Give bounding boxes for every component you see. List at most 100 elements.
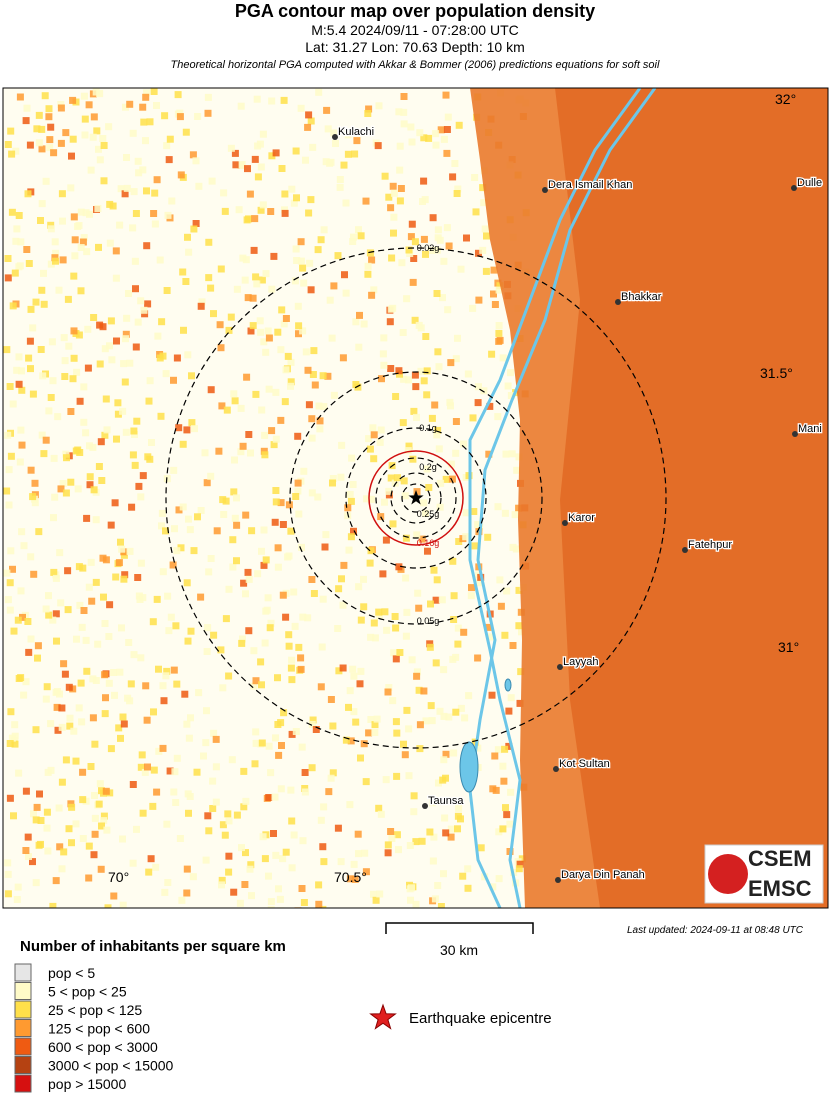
population-cell	[463, 234, 470, 242]
population-cell	[173, 754, 181, 762]
population-cell	[47, 720, 55, 728]
population-cell	[291, 622, 299, 630]
population-cell	[83, 248, 91, 256]
population-cell	[266, 624, 274, 632]
population-cell	[299, 327, 307, 335]
population-cell	[96, 321, 104, 329]
population-cell	[449, 557, 457, 565]
population-cell	[420, 177, 428, 185]
population-cell	[292, 147, 300, 155]
population-cell	[344, 150, 352, 158]
population-cell	[245, 627, 253, 635]
population-cell	[124, 694, 132, 702]
population-cell	[261, 431, 269, 439]
population-cell	[302, 156, 309, 164]
population-cell	[329, 475, 337, 482]
population-cell	[396, 142, 404, 150]
population-cell	[98, 822, 105, 830]
population-cell	[501, 631, 509, 639]
population-cell	[106, 601, 114, 609]
population-cell	[16, 458, 24, 466]
population-cell	[436, 707, 444, 715]
population-cell	[120, 360, 128, 368]
population-cell	[354, 830, 362, 838]
population-cell	[183, 865, 191, 873]
population-cell	[367, 495, 375, 503]
population-cell	[145, 868, 153, 876]
population-cell	[435, 779, 442, 787]
population-cell	[43, 824, 51, 832]
population-cell	[220, 511, 228, 518]
population-cell	[287, 382, 294, 390]
population-cell	[287, 786, 295, 794]
population-cell	[355, 850, 362, 858]
population-cell	[126, 359, 134, 367]
population-cell	[325, 788, 333, 796]
population-cell	[4, 274, 12, 282]
population-cell	[440, 870, 447, 878]
population-cell	[440, 135, 448, 143]
population-cell	[265, 794, 273, 801]
population-cell	[118, 545, 126, 553]
population-cell	[123, 314, 131, 322]
population-cell	[335, 585, 343, 593]
population-cell	[197, 507, 205, 514]
population-cell	[350, 708, 358, 716]
population-cell	[288, 817, 296, 825]
population-cell	[176, 835, 184, 842]
population-cell	[92, 516, 100, 524]
population-cell	[327, 696, 335, 703]
population-cell	[143, 716, 151, 724]
population-cell	[420, 687, 428, 695]
population-cell	[388, 254, 396, 262]
population-cell	[129, 451, 137, 459]
population-cell	[121, 190, 129, 198]
population-cell	[245, 431, 253, 438]
population-cell	[82, 429, 90, 437]
population-cell	[154, 332, 162, 340]
population-cell	[184, 790, 192, 798]
population-cell	[171, 768, 179, 776]
population-cell	[417, 367, 425, 375]
population-cell	[410, 407, 418, 415]
population-cell	[274, 544, 282, 552]
population-cell	[172, 799, 180, 806]
legend-swatch	[14, 1074, 32, 1093]
population-cell	[346, 801, 354, 809]
population-cell	[70, 727, 78, 735]
population-cell	[422, 333, 430, 340]
population-cell	[308, 489, 316, 497]
legend-title: Number of inhabitants per square km	[20, 938, 286, 955]
population-cell	[189, 873, 197, 881]
population-cell	[162, 527, 169, 535]
population-cell	[207, 555, 215, 562]
population-cell	[150, 88, 158, 95]
population-cell	[499, 825, 507, 833]
population-cell	[370, 431, 378, 439]
population-cell	[432, 141, 440, 149]
population-cell	[320, 803, 328, 811]
population-cell	[20, 542, 28, 550]
population-cell	[490, 266, 498, 274]
population-cell	[265, 385, 273, 393]
population-cell	[399, 329, 407, 336]
population-cell	[298, 743, 306, 751]
population-cell	[32, 298, 40, 306]
population-cell	[351, 875, 359, 883]
population-cell	[379, 570, 387, 578]
population-cell	[413, 488, 421, 496]
population-cell	[413, 531, 421, 539]
population-cell	[440, 756, 448, 764]
population-cell	[330, 129, 338, 137]
population-cell	[278, 165, 286, 172]
population-cell	[79, 768, 87, 776]
population-cell	[163, 142, 171, 150]
population-cell	[339, 664, 347, 672]
population-cell	[272, 388, 280, 396]
population-cell	[430, 833, 438, 841]
population-cell	[454, 185, 462, 193]
city-label: Kulachi	[338, 126, 374, 138]
population-cell	[68, 152, 75, 160]
population-cell	[11, 740, 19, 748]
population-cell	[225, 868, 233, 876]
